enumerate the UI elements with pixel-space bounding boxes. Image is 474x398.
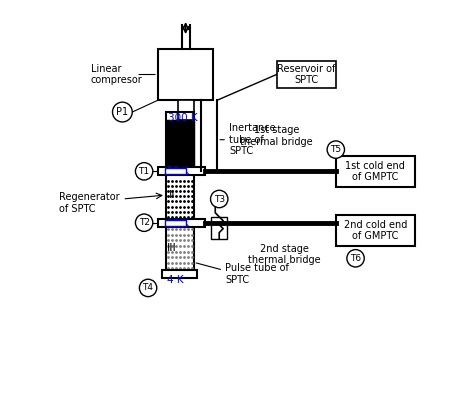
Bar [336, 215, 415, 246]
Text: Linear
compresor: Linear compresor [91, 64, 143, 85]
Text: T6: T6 [350, 254, 361, 263]
Circle shape [347, 250, 364, 267]
Bar [165, 168, 186, 174]
Text: 2nd stage
thermal bridge: 2nd stage thermal bridge [248, 244, 321, 265]
Bar [166, 120, 193, 168]
Text: III: III [167, 244, 177, 254]
Text: 1st cold end
of GMPTC: 1st cold end of GMPTC [346, 160, 405, 182]
Text: Inertance
tube of
SPTC: Inertance tube of SPTC [229, 123, 276, 156]
Bar [165, 220, 186, 226]
Bar [166, 112, 193, 270]
Bar [158, 49, 213, 100]
Text: I: I [170, 139, 173, 149]
Bar [276, 60, 336, 88]
Text: 1st stage
thermal bridge: 1st stage thermal bridge [240, 125, 313, 146]
Text: T1: T1 [138, 167, 150, 176]
Text: T5: T5 [330, 145, 341, 154]
Text: Reservoir of
SPTC: Reservoir of SPTC [277, 64, 335, 85]
Text: Pulse tube of
SPTC: Pulse tube of SPTC [225, 263, 289, 285]
Bar [158, 168, 205, 175]
Bar [162, 53, 210, 76]
Circle shape [327, 141, 345, 158]
Text: II: II [169, 190, 175, 200]
Text: 4 K: 4 K [167, 275, 183, 285]
Text: T2: T2 [138, 218, 150, 227]
Text: P1: P1 [116, 107, 128, 117]
Text: T3: T3 [214, 195, 225, 203]
Text: 50 K: 50 K [167, 166, 189, 176]
Text: 10 K: 10 K [167, 218, 188, 228]
Bar [178, 100, 193, 120]
Circle shape [139, 279, 157, 297]
Bar [336, 156, 415, 187]
Text: Regenerator
of SPTC: Regenerator of SPTC [59, 192, 120, 214]
Text: 300 K: 300 K [168, 113, 198, 123]
Bar [162, 270, 198, 278]
Text: T4: T4 [143, 283, 154, 293]
Text: 2nd cold end
of GMPTC: 2nd cold end of GMPTC [344, 220, 407, 242]
Bar [158, 219, 205, 227]
Circle shape [136, 214, 153, 231]
Circle shape [136, 163, 153, 180]
Bar [211, 217, 227, 238]
Circle shape [112, 102, 132, 122]
Circle shape [210, 190, 228, 208]
